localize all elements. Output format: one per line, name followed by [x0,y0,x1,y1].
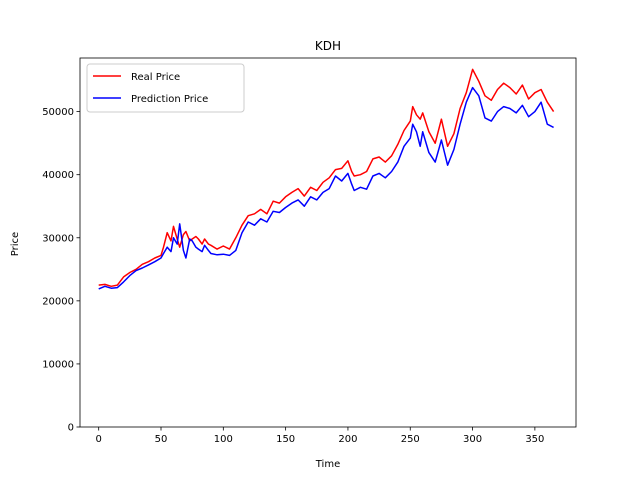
y-tick-label: 40000 [42,170,74,181]
x-tick-label: 300 [463,434,482,445]
x-tick-label: 100 [214,434,233,445]
series-line-2 [98,86,554,290]
x-tick-label: 200 [338,434,357,445]
y-tick-label: 0 [68,423,74,434]
y-axis-title: Price [10,232,21,256]
x-tick-label: 150 [276,434,295,445]
y-tick-label: 20000 [42,296,74,307]
legend-label-1: Real Price [131,72,180,83]
chart-title: KDH [315,39,341,53]
y-tick-label: 10000 [42,359,74,370]
x-tick-label: 350 [525,434,544,445]
legend: Real Price Prediction Price [86,63,245,113]
series-line-1 [98,68,555,288]
x-tick-label: 250 [401,434,420,445]
x-axis-title: Time [315,459,340,470]
axes-layer: 0 50 100 150 200 250 300 350 0 10000 20000 30000 400… [42,57,577,445]
legend-box [86,63,245,113]
y-tick-label: 30000 [42,233,74,244]
legend-label-2: Prediction Price [131,94,208,105]
series-layer [98,68,555,290]
x-tick-label: 0 [96,434,102,445]
y-tick-label: 50000 [42,107,74,118]
x-tick-label: 50 [155,434,168,445]
plot-frame [79,57,577,428]
